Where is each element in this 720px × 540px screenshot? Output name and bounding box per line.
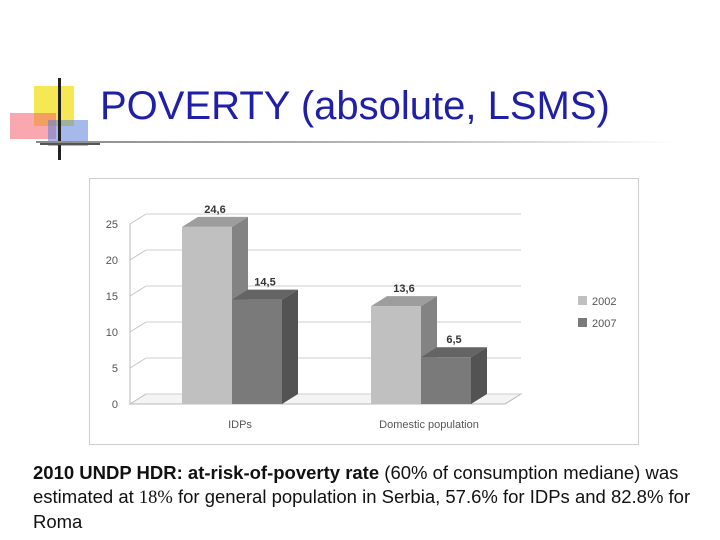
y-tick-label-1: 5 [112, 363, 118, 375]
grid-diag-3 [129, 285, 147, 297]
bar-idps-2002 [182, 226, 232, 404]
grid-diag-4 [129, 249, 147, 261]
bar-chart: 0 5 10 15 20 25 24,6 14,5 IDPs 13,6 6,5 Domestic po… [106, 204, 617, 431]
data-label-domestic-population-2002: 13,6 [393, 283, 414, 295]
caption-source: 2010 UNDP HDR [33, 462, 177, 483]
title-decoration [10, 78, 100, 160]
bar-top-idps-2002 [182, 216, 248, 227]
bar-side-idps-2007 [282, 289, 298, 404]
x-tick-label-1: Domestic population [379, 419, 479, 431]
legend-label-2007: 2007 [592, 318, 616, 330]
bar-domestic-population-2002 [371, 306, 421, 404]
legend-swatch-2007 [578, 318, 587, 327]
chart-frame: 0 5 10 15 20 25 24,6 14,5 IDPs 13,6 6,5 Domestic po… [89, 178, 639, 445]
data-label-idps-2002: 24,6 [204, 204, 225, 216]
bar-top-domestic-population-2007 [421, 347, 487, 358]
caption-colon: : [176, 462, 183, 483]
grid-diag-1 [129, 357, 147, 369]
slide-title: POVERTY (absolute, LSMS) [100, 84, 610, 128]
bar-side-domestic-population-2007 [471, 347, 487, 404]
legend-label-2002: 2002 [592, 296, 616, 308]
caption-lead: at-risk-of-poverty rate [187, 462, 380, 483]
y-tick-label-0: 0 [112, 399, 118, 411]
y-tick-label-2: 10 [106, 327, 118, 339]
x-tick-label-0: IDPs [228, 419, 252, 431]
data-label-domestic-population-2007: 6,5 [446, 334, 461, 346]
grid-diag-2 [129, 321, 147, 333]
legend-swatch-2002 [578, 296, 587, 305]
y-tick-label-5: 25 [106, 219, 118, 231]
caption-part-1: (60% of consumption mediane) was estimat… [33, 462, 679, 507]
y-tick-label-3: 15 [106, 291, 118, 303]
y-tick-label-4: 20 [106, 255, 118, 267]
caption-part-2: for general population in Serbia, 57.6% … [33, 486, 691, 532]
bar-top-idps-2007 [232, 289, 298, 300]
caption-text: 2010 UNDP HDR: at-risk-of-poverty rate (… [33, 461, 693, 534]
grid-diag-0 [129, 393, 147, 405]
data-label-idps-2007: 14,5 [254, 277, 275, 289]
title-underline [36, 141, 676, 143]
bar-domestic-population-2007 [421, 357, 471, 404]
grid-diag-5 [129, 213, 147, 225]
bar-idps-2007 [232, 299, 282, 404]
caption-pct: 18% [138, 488, 173, 508]
bar-top-domestic-population-2002 [371, 296, 437, 307]
